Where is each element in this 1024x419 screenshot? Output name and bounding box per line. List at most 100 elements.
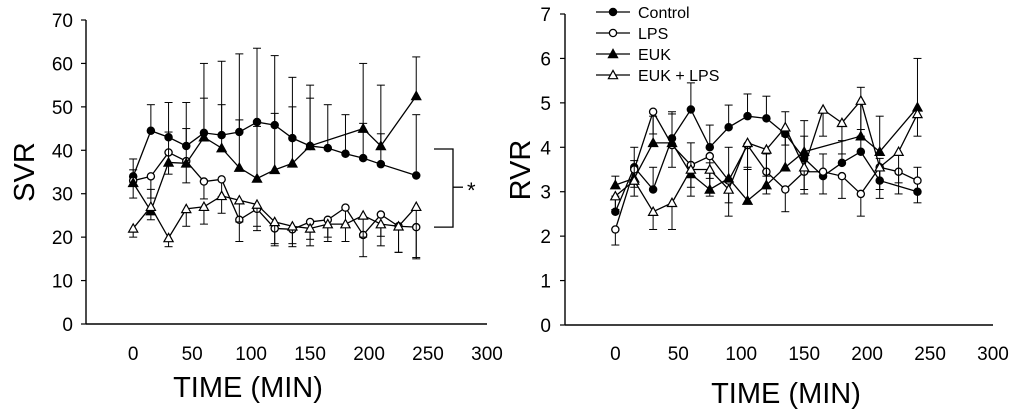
rvr-control-line bbox=[614, 108, 918, 212]
svr-y-axis-title: SVR bbox=[9, 142, 41, 202]
legend-label-lps: LPS bbox=[638, 26, 668, 43]
svr-x-tick-label-250: 250 bbox=[412, 344, 444, 365]
svr-y-tick-label-60: 60 bbox=[52, 54, 73, 75]
rvr-euk-lps-point-13 bbox=[855, 94, 867, 105]
svr-lps-point-5 bbox=[217, 175, 226, 184]
svr-euk-point-0 bbox=[127, 177, 139, 188]
rvr-panel: 0 1 2 3 4 5 6 7 0 50 100 150 200 250 300 RVR TIME (MIN) C… bbox=[505, 5, 1009, 410]
rvr-y-tick-label-6: 6 bbox=[540, 49, 551, 70]
svr-euk-lps-point-11 bbox=[322, 218, 334, 229]
svr-euk-point-9 bbox=[286, 157, 299, 168]
svr-euk-point-5 bbox=[216, 142, 228, 153]
rvr-euk-point-12 bbox=[874, 145, 886, 157]
rvr-euk-lps-point-12 bbox=[836, 117, 848, 128]
svr-euk-point-8 bbox=[269, 163, 281, 175]
svr-euk-lps-point-12 bbox=[339, 218, 352, 229]
rvr-x-tick-label-150: 150 bbox=[788, 344, 820, 365]
rvr-lps-point-9 bbox=[781, 185, 790, 194]
svr-x-tick-label-300: 300 bbox=[471, 344, 503, 365]
rvr-euk-lps-point-7 bbox=[741, 137, 754, 148]
svr-euk-point-10 bbox=[304, 140, 316, 151]
svr-euk-lps-point-2 bbox=[162, 232, 175, 243]
rvr-euk-lps-point-9 bbox=[779, 121, 791, 132]
svr-significance-star: * bbox=[467, 178, 476, 203]
svr-euk-point-2 bbox=[162, 156, 175, 167]
legend-label-euk: EUK bbox=[638, 47, 671, 64]
svr-euk-lps-point-4 bbox=[198, 200, 210, 212]
rvr-y-tick-label-2: 2 bbox=[540, 227, 551, 248]
rvr-euk-lps-point-8 bbox=[760, 143, 773, 154]
svr-x-tick-label-150: 150 bbox=[294, 344, 326, 365]
legend-marker-euk-lps bbox=[607, 69, 619, 80]
svr-y-tick-label-0: 0 bbox=[62, 315, 73, 336]
svr-euk-lps-point-16 bbox=[410, 200, 422, 212]
rvr-control-point-12 bbox=[837, 158, 847, 168]
svr-lps-point-14 bbox=[376, 210, 386, 219]
svr-euk-lps-point-7 bbox=[251, 198, 263, 209]
svr-y-tick-label-50: 50 bbox=[52, 98, 73, 119]
svr-x-tick-label-50: 50 bbox=[182, 344, 203, 365]
rvr-euk-point-8 bbox=[760, 179, 773, 190]
rvr-euk-point-2 bbox=[647, 137, 659, 148]
svr-control-point-11 bbox=[323, 143, 333, 153]
rvr-euk-lps-point-11 bbox=[817, 103, 829, 114]
rvr-lps-point-2 bbox=[648, 107, 658, 116]
svr-y-tick-label-70: 70 bbox=[52, 11, 73, 32]
legend-marker-control bbox=[608, 7, 618, 17]
svr-euk-lps-point-14 bbox=[375, 218, 387, 229]
legend-marker-euk bbox=[607, 48, 619, 59]
svr-significance-bracket bbox=[434, 148, 454, 228]
rvr-lps-point-12 bbox=[837, 171, 847, 181]
svr-y-tick-label-20: 20 bbox=[52, 228, 73, 249]
rvr-euk-lps-point-0 bbox=[609, 190, 621, 201]
svr-x-axis-title: TIME (MIN) bbox=[173, 372, 323, 404]
svr-x-tick-label-200: 200 bbox=[353, 344, 385, 365]
rvr-lps-point-16 bbox=[913, 176, 922, 185]
rvr-euk-point-6 bbox=[723, 172, 735, 183]
rvr-control-point-2 bbox=[648, 185, 658, 194]
svr-y-tick-label-30: 30 bbox=[52, 185, 73, 206]
rvr-euk-lps-point-3 bbox=[666, 196, 678, 208]
rvr-euk-point-0 bbox=[609, 179, 621, 190]
svr-euk-lps-point-10 bbox=[304, 222, 316, 233]
svr-lps-point-12 bbox=[341, 203, 350, 212]
svr-euk-lps-point-13 bbox=[357, 209, 369, 220]
svr-x-tick-label-0: 0 bbox=[128, 344, 139, 365]
svr-euk-lps-point-1 bbox=[145, 200, 157, 212]
rvr-y-tick-label-0: 0 bbox=[540, 316, 551, 337]
svr-y-tick-label-10: 10 bbox=[52, 272, 73, 293]
svr-euk-lps-point-15 bbox=[392, 220, 405, 231]
svr-euk-point-11 bbox=[357, 122, 369, 133]
svr-control-point-15 bbox=[411, 171, 421, 180]
rvr-control-point-7 bbox=[743, 111, 752, 121]
svr-panel: 0 10 20 30 40 50 60 70 0 50 100 150 200 250 300 SVR TIME… bbox=[9, 11, 503, 404]
rvr-y-tick-label-5: 5 bbox=[540, 94, 551, 115]
svr-euk-point-6 bbox=[233, 161, 245, 172]
svr-euk-point-7 bbox=[251, 172, 263, 183]
rvr-x-tick-label-250: 250 bbox=[914, 344, 946, 365]
rvr-y-tick-label-3: 3 bbox=[540, 183, 551, 204]
rvr-y-tick-label-7: 7 bbox=[540, 5, 551, 26]
rvr-x-tick-label-0: 0 bbox=[610, 344, 621, 365]
svr-control-point-1 bbox=[146, 126, 156, 135]
rvr-euk-lps-point-10 bbox=[798, 161, 810, 172]
svr-lps-point-1 bbox=[146, 172, 156, 181]
rvr-y-axis-title: RVR bbox=[505, 140, 537, 201]
rvr-x-axis-title: TIME (MIN) bbox=[711, 378, 861, 410]
rvr-euk-point-9 bbox=[779, 161, 791, 172]
rvr-y-tick-label-1: 1 bbox=[540, 272, 551, 293]
rvr-legend: Control LPS EUK EUK + LPS bbox=[596, 5, 719, 85]
legend-marker-lps bbox=[608, 28, 618, 38]
rvr-x-tick-label-100: 100 bbox=[725, 344, 757, 365]
legend-label-control: Control bbox=[638, 5, 690, 22]
rvr-series-euk-lps bbox=[609, 94, 924, 230]
rvr-euk-point-7 bbox=[741, 194, 754, 205]
rvr-euk-point-3 bbox=[666, 137, 678, 148]
rvr-lps-point-11 bbox=[818, 167, 828, 176]
svr-control-point-12 bbox=[341, 149, 350, 159]
svr-lps-point-4 bbox=[199, 177, 209, 186]
rvr-lps-point-0 bbox=[611, 225, 620, 234]
rvr-y-tick-label-4: 4 bbox=[540, 138, 551, 159]
svr-euk-point-12 bbox=[375, 140, 387, 151]
svr-euk-lps-point-9 bbox=[286, 220, 299, 231]
